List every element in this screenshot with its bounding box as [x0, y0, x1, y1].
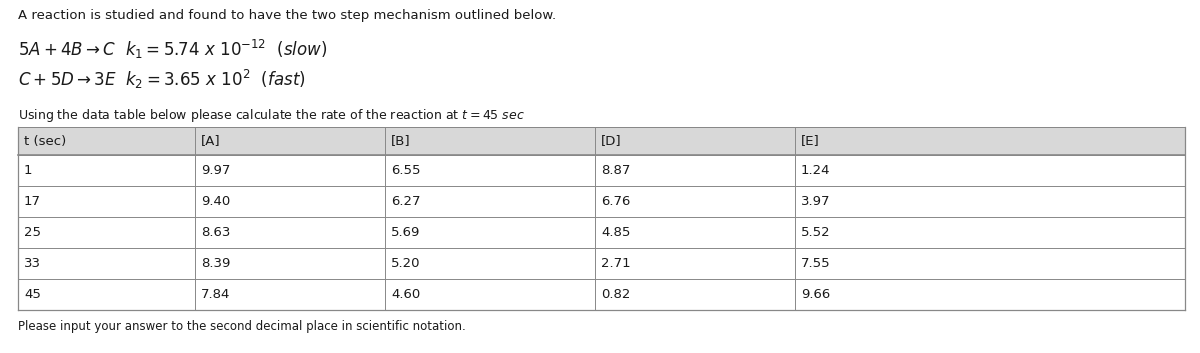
- Text: A reaction is studied and found to have the two step mechanism outlined below.: A reaction is studied and found to have …: [18, 9, 556, 22]
- Text: 9.97: 9.97: [202, 164, 230, 177]
- Text: 0.82: 0.82: [601, 288, 630, 301]
- Text: [E]: [E]: [802, 134, 820, 148]
- Text: Using the data table below please calculate the rate of the reaction at $t = 45\: Using the data table below please calcul…: [18, 107, 524, 124]
- Text: $5A + 4B \rightarrow C\ \ k_1 = 5.74\ x\ 10^{-12}\ \ (slow)$: $5A + 4B \rightarrow C\ \ k_1 = 5.74\ x\…: [18, 38, 328, 61]
- Text: 5.20: 5.20: [391, 257, 420, 270]
- Text: 6.27: 6.27: [391, 195, 420, 208]
- Text: 33: 33: [24, 257, 41, 270]
- Text: [A]: [A]: [202, 134, 221, 148]
- Text: 25: 25: [24, 226, 41, 239]
- Text: 4.60: 4.60: [391, 288, 420, 301]
- Text: 7.55: 7.55: [802, 257, 830, 270]
- Text: 2.71: 2.71: [601, 257, 631, 270]
- Text: 3.97: 3.97: [802, 195, 830, 208]
- Text: [B]: [B]: [391, 134, 410, 148]
- Text: 1.24: 1.24: [802, 164, 830, 177]
- Text: 6.76: 6.76: [601, 195, 630, 208]
- Text: 1: 1: [24, 164, 32, 177]
- Text: 6.55: 6.55: [391, 164, 420, 177]
- Text: 7.84: 7.84: [202, 288, 230, 301]
- Text: 9.66: 9.66: [802, 288, 830, 301]
- Text: 4.85: 4.85: [601, 226, 630, 239]
- Text: 8.63: 8.63: [202, 226, 230, 239]
- Text: 5.52: 5.52: [802, 226, 830, 239]
- Text: 5.69: 5.69: [391, 226, 420, 239]
- Text: 45: 45: [24, 288, 41, 301]
- Text: 9.40: 9.40: [202, 195, 230, 208]
- Bar: [18, 127, 1186, 155]
- Text: Please input your answer to the second decimal place in scientific notation.: Please input your answer to the second d…: [18, 320, 466, 333]
- Text: 8.87: 8.87: [601, 164, 630, 177]
- Text: [D]: [D]: [601, 134, 622, 148]
- Text: t (sec): t (sec): [24, 134, 66, 148]
- Text: 8.39: 8.39: [202, 257, 230, 270]
- Text: $C + 5D \rightarrow 3E\ \ k_2 = 3.65\ x\ 10^{2}\ \ (fast)$: $C + 5D \rightarrow 3E\ \ k_2 = 3.65\ x\…: [18, 68, 306, 91]
- Text: 17: 17: [24, 195, 41, 208]
